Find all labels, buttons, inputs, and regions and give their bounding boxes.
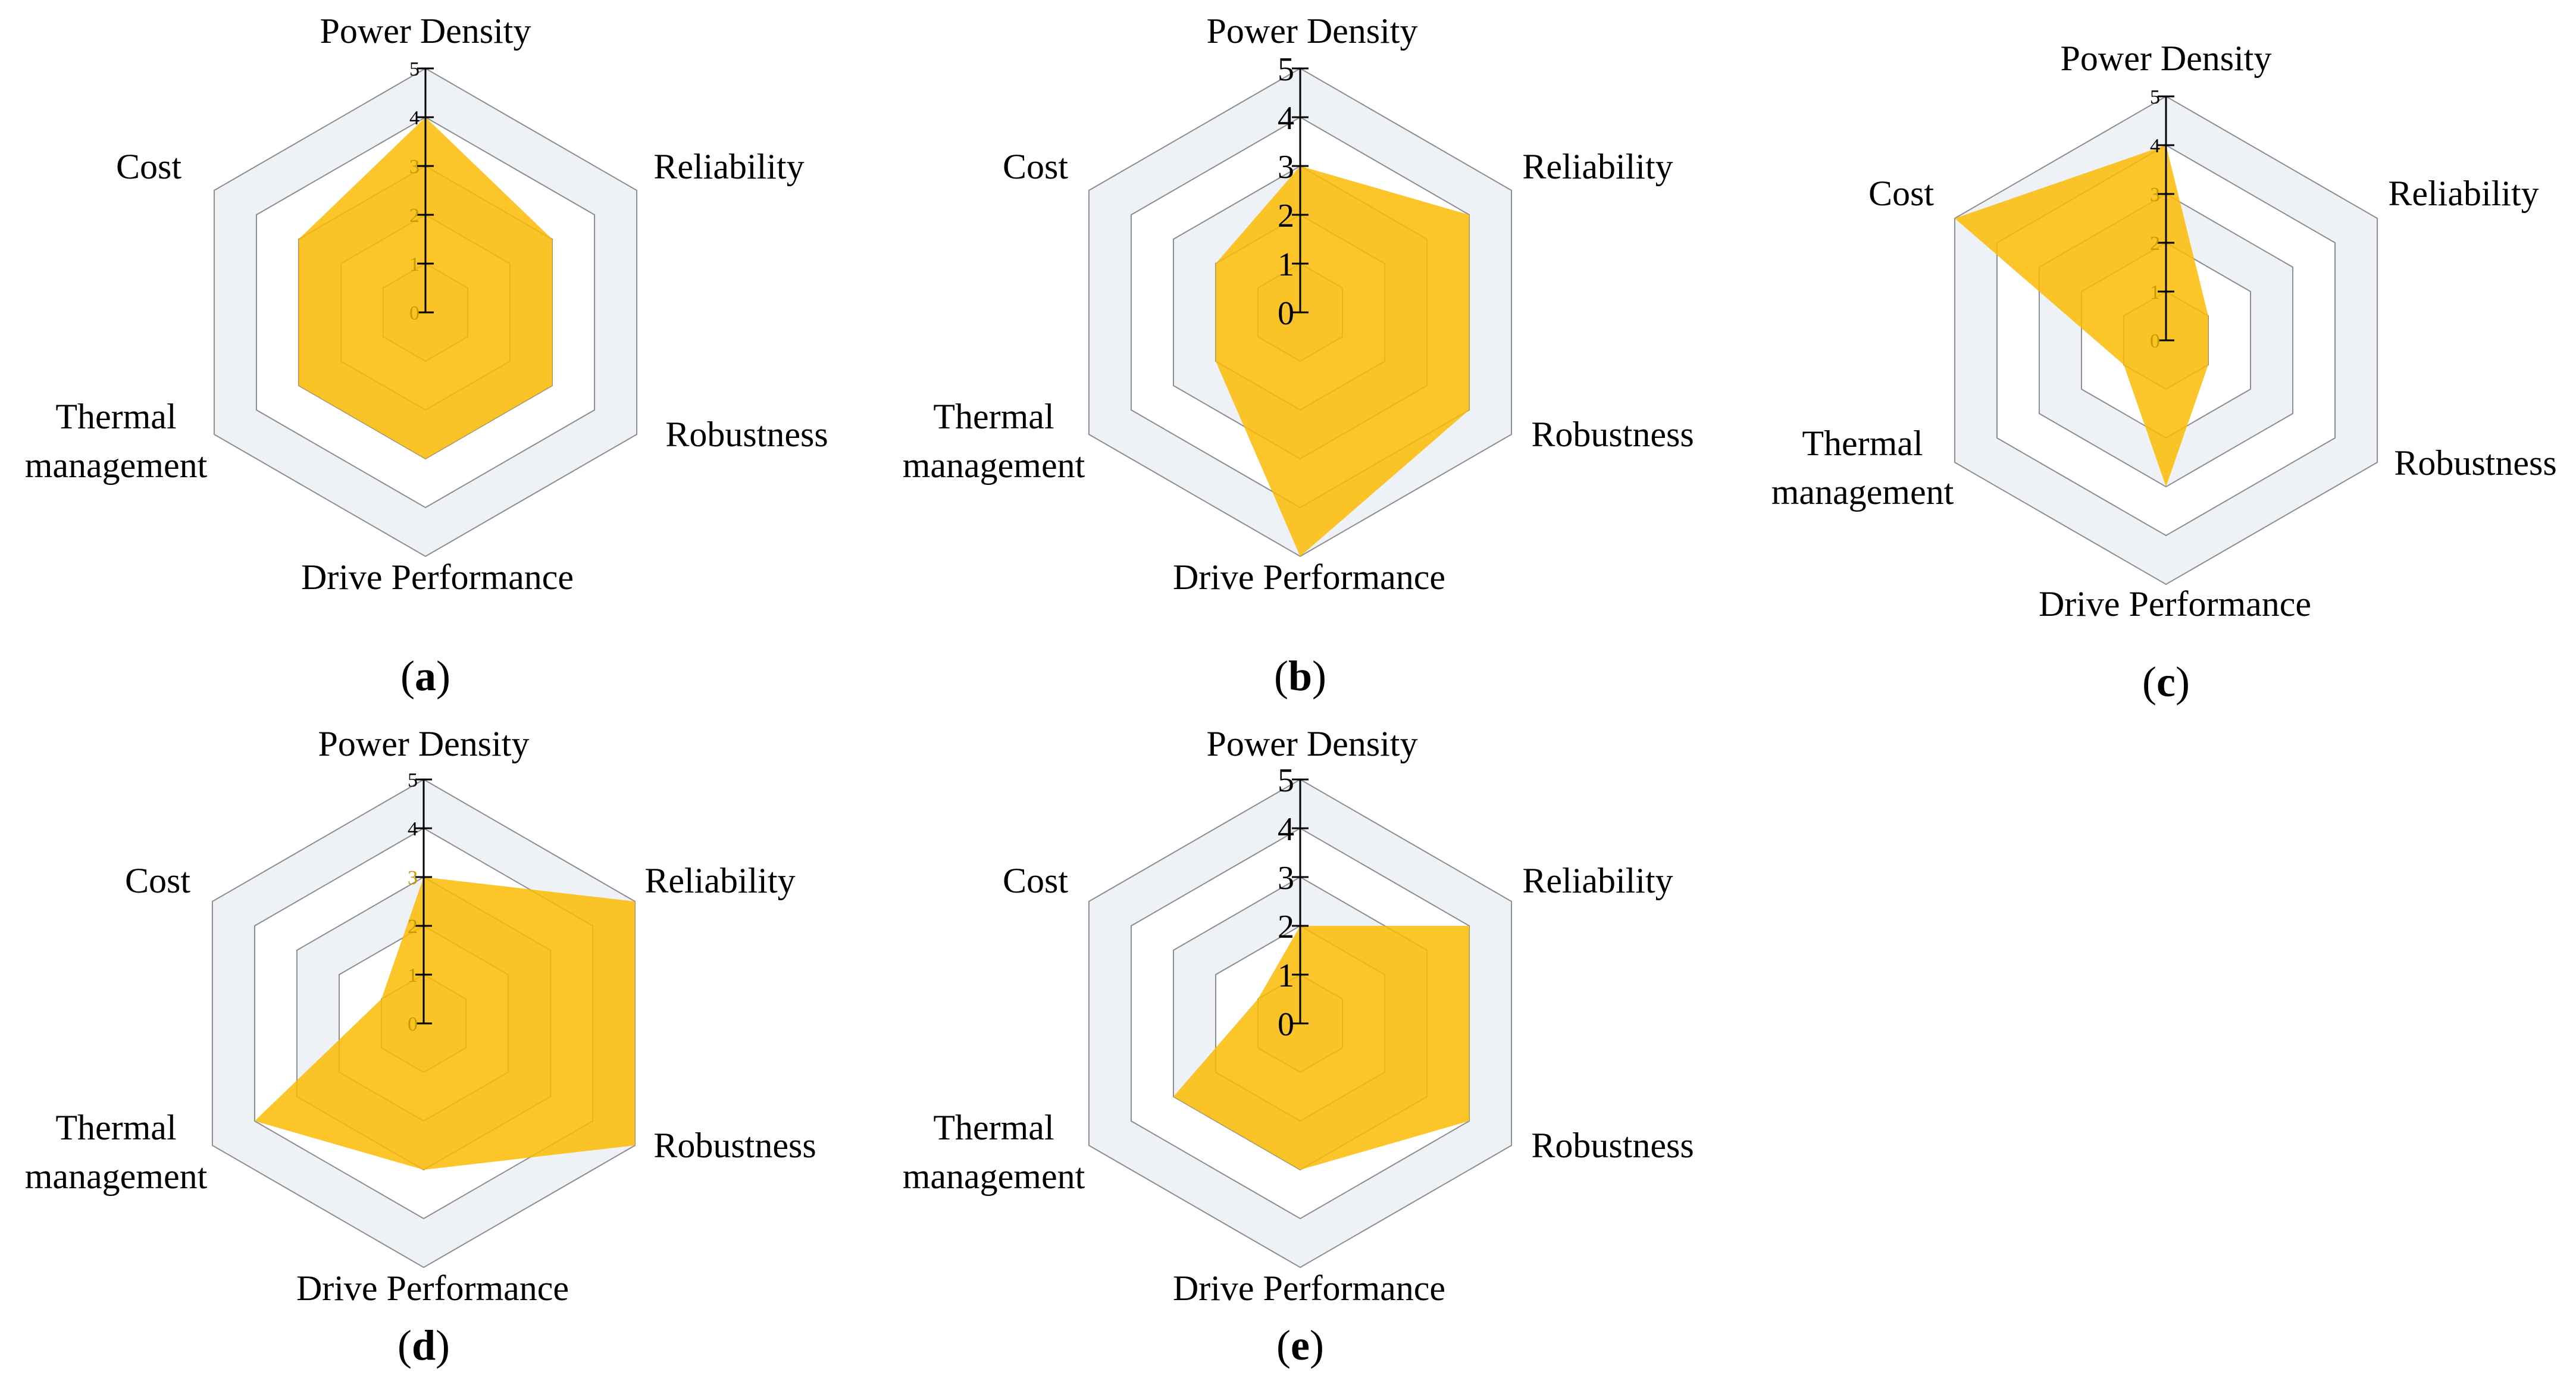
- tick-label: 4: [409, 107, 420, 129]
- tick-label: 3: [1278, 149, 1294, 186]
- data-series-polygon: [254, 877, 636, 1170]
- tick-label: 1: [1278, 246, 1294, 283]
- axis-label-drive-performance: Drive Performance: [296, 1269, 569, 1308]
- tick-label: 2: [1278, 909, 1294, 945]
- tick-label: 0: [408, 1013, 418, 1035]
- axis-label-robustness: Robustness: [1531, 1126, 1694, 1165]
- tick-label: 2: [409, 205, 420, 227]
- axis-label-thermal-management: Thermal management: [25, 397, 208, 485]
- axis-label-drive-performance: Drive Performance: [301, 558, 574, 597]
- panel-label: (b): [1274, 652, 1326, 700]
- panel-label: (c): [2142, 658, 2190, 706]
- tick-label: 1: [2150, 281, 2160, 303]
- tick-label: 0: [409, 302, 420, 324]
- axis-label-robustness: Robustness: [2394, 443, 2556, 483]
- tick-label: 0: [1278, 295, 1294, 332]
- tick-label: 3: [2150, 184, 2160, 206]
- tick-label: 5: [2150, 86, 2160, 108]
- axis-label-reliability: Reliability: [653, 147, 804, 186]
- radar-panel-d: 0 1 2 3 4 5 Power Density Reliability Robustness…: [25, 724, 816, 1369]
- panel-label: (d): [397, 1322, 450, 1369]
- axis-label-robustness: Robustness: [665, 415, 828, 454]
- tick-label: 4: [2150, 135, 2160, 157]
- data-series-polygon: [1173, 926, 1470, 1170]
- tick-label: 5: [1278, 762, 1294, 799]
- tick-label: 2: [408, 916, 418, 938]
- tick-label: 1: [409, 253, 420, 275]
- tick-label: 3: [408, 867, 418, 889]
- axis-label-robustness: Robustness: [653, 1126, 816, 1165]
- axis-label-thermal-management: Thermal management: [903, 397, 1085, 485]
- panel-label: (e): [1276, 1322, 1324, 1369]
- axis-label-reliability: Reliability: [1522, 147, 1673, 186]
- radar-panel-a: 0 1 2 3 4 5 Power Density Reliability Robustness…: [25, 11, 828, 700]
- tick-label: 5: [409, 58, 420, 80]
- axis-label-cost: Cost: [116, 147, 181, 186]
- tick-label: 5: [1278, 51, 1294, 88]
- axis-label-cost: Cost: [1003, 861, 1068, 900]
- axis-label-power-density: Power Density: [2061, 39, 2272, 78]
- tick-label: 2: [2150, 233, 2160, 255]
- tick-label: 0: [2150, 330, 2160, 352]
- tick-label: 1: [1278, 957, 1294, 994]
- axis-label-reliability: Reliability: [644, 861, 795, 900]
- tick-label: 5: [408, 769, 418, 791]
- axis-label-power-density: Power Density: [318, 724, 530, 763]
- axis-label-cost: Cost: [1868, 174, 1934, 213]
- tick-label: 0: [1278, 1006, 1294, 1043]
- axis-label-power-density: Power Density: [1207, 724, 1418, 763]
- axis-label-thermal-management: Thermal management: [1771, 424, 1954, 512]
- axis-label-cost: Cost: [1003, 147, 1068, 186]
- tick-label: 4: [1278, 100, 1294, 137]
- axis-label-reliability: Reliability: [2388, 174, 2539, 213]
- tick-label: 3: [1278, 860, 1294, 897]
- tick-label: 2: [1278, 198, 1294, 234]
- axis-label-drive-performance: Drive Performance: [1173, 1269, 1445, 1308]
- tick-label: 3: [409, 156, 420, 178]
- radar-panel-c: 0 1 2 3 4 5 Power Density Reliability Robustness…: [1771, 39, 2557, 706]
- data-series-polygon: [1215, 166, 1470, 556]
- tick-label: 4: [1278, 811, 1294, 848]
- axis-label-power-density: Power Density: [1207, 11, 1418, 51]
- axis-label-cost: Cost: [125, 861, 190, 900]
- axis-label-power-density: Power Density: [320, 11, 531, 51]
- tick-label: 4: [408, 818, 418, 840]
- axis-label-robustness: Robustness: [1531, 415, 1694, 454]
- axis-label-drive-performance: Drive Performance: [1173, 558, 1445, 597]
- axis-label-thermal-management: Thermal management: [25, 1108, 208, 1196]
- axis-label-thermal-management: Thermal management: [903, 1108, 1085, 1196]
- axis-label-reliability: Reliability: [1522, 861, 1673, 900]
- data-series-polygon: [1954, 145, 2209, 487]
- panel-label: (a): [400, 652, 450, 700]
- axis-label-drive-performance: Drive Performance: [2039, 584, 2311, 624]
- tick-label: 1: [408, 965, 418, 987]
